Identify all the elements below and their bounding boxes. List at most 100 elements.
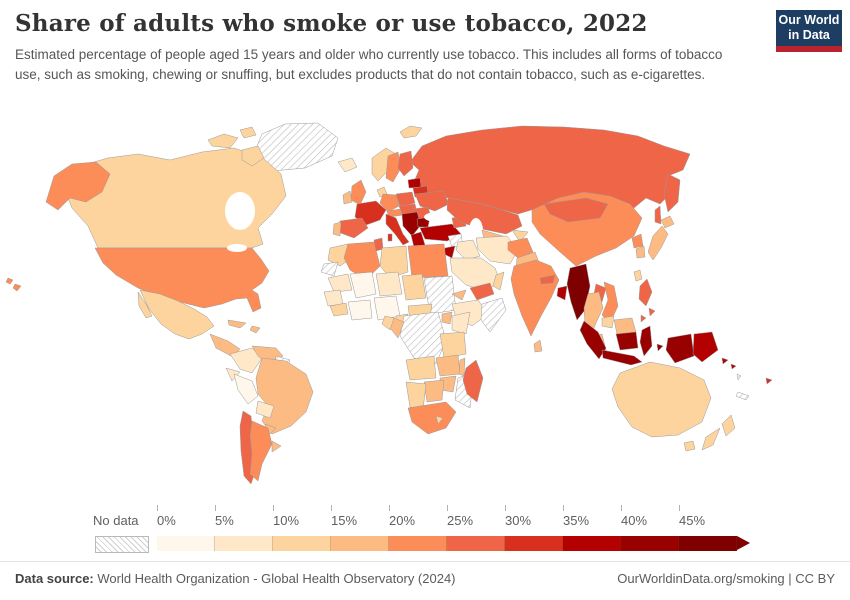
region-saudi-arabia[interactable] [449,257,501,292]
region-taiwan[interactable] [633,269,643,282]
region-canada-baffin[interactable] [241,145,265,167]
region-vanuatu[interactable] [736,373,742,381]
region-south-korea[interactable] [635,245,646,259]
region-ireland[interactable] [342,190,353,205]
legend-bin-40-45%[interactable] [621,536,679,551]
region-iceland[interactable] [337,157,358,173]
region-iran[interactable] [475,235,519,265]
region-chad[interactable] [401,273,427,301]
region-mexico[interactable] [137,289,215,340]
region-cuba[interactable] [227,319,247,329]
region-ghana-ivory-coast[interactable] [347,299,373,321]
owid-logo[interactable]: Our World in Data [776,10,842,52]
region-poland[interactable] [395,191,416,208]
region-south-africa[interactable] [407,401,457,435]
region-sweden[interactable] [385,151,402,183]
region-uruguay[interactable] [271,440,282,453]
region-argentina[interactable] [249,420,273,482]
region-botswana[interactable] [423,379,445,403]
region-western-sahara[interactable] [320,261,339,277]
legend-bin-45%+[interactable] [679,536,737,551]
region-germany[interactable] [379,193,400,213]
region-indonesia-west-papua[interactable] [665,333,695,364]
owid-link[interactable]: OurWorldinData.org/smoking | CC BY [617,571,835,586]
region-indonesia-sumatra[interactable] [579,320,607,360]
region-alaska[interactable] [45,161,111,211]
region-finland[interactable] [397,150,414,177]
legend-bin-15-20%[interactable] [331,536,389,551]
region-senegal[interactable] [323,289,344,307]
region-nepal[interactable] [539,274,556,285]
region-japan-hokkaido[interactable] [660,215,675,229]
legend-bin-5-10%[interactable] [215,536,273,551]
region-oman[interactable] [492,271,505,291]
region-libya[interactable] [379,245,409,279]
region-sakhalin[interactable] [654,205,662,225]
region-mali[interactable] [349,271,377,299]
region-myanmar[interactable] [566,263,591,321]
region-solomon-islands[interactable] [721,357,737,370]
region-canada-arctic-1[interactable] [207,133,239,149]
region-philippines[interactable] [638,278,656,323]
no-data-swatch[interactable] [95,536,149,553]
region-gabon[interactable] [381,315,395,331]
region-brazil[interactable] [255,357,314,435]
region-bolivia[interactable] [255,400,275,419]
region-eritrea[interactable] [451,289,467,301]
region-malawi[interactable] [458,357,466,377]
region-indonesia-kalimantan[interactable] [615,331,639,351]
region-fiji[interactable] [765,377,773,385]
region-north-korea[interactable] [631,233,644,249]
region-baltics[interactable] [407,177,422,189]
region-colombia[interactable] [229,347,263,374]
region-peru[interactable] [233,373,259,405]
region-usa[interactable] [94,247,270,313]
region-hispaniola[interactable] [249,325,261,334]
region-angola[interactable] [405,355,437,381]
region-kamchatka[interactable] [663,173,681,213]
region-japan-honshu[interactable] [647,225,669,261]
region-hawaii[interactable] [5,277,22,292]
region-spain[interactable] [337,217,369,239]
legend-bin-35-40%[interactable] [563,536,621,551]
region-guinea[interactable] [329,302,349,317]
region-sri-lanka[interactable] [533,339,543,353]
region-tasmania[interactable] [683,440,696,452]
region-cambodia[interactable] [601,315,615,329]
region-new-caledonia[interactable] [735,391,750,401]
region-indonesia-java[interactable] [601,349,643,366]
region-portugal[interactable] [332,221,342,237]
region-australia[interactable] [611,361,712,438]
region-dr-congo[interactable] [399,311,447,365]
region-somalia[interactable] [480,297,507,333]
region-laos[interactable] [593,283,607,303]
region-egypt[interactable] [407,243,449,279]
region-niger[interactable] [375,271,403,297]
region-mongolia[interactable] [543,197,609,223]
region-svalbard[interactable] [399,125,423,139]
region-zambia[interactable] [435,354,461,377]
region-bangladesh[interactable] [556,285,568,301]
legend-bin-0-5%[interactable] [157,536,215,551]
region-india[interactable] [510,259,560,337]
legend-bin-30-35%[interactable] [505,536,563,551]
region-madagascar[interactable] [462,359,484,403]
region-indonesia-sulawesi[interactable] [639,325,653,357]
region-ukraine[interactable] [414,190,450,212]
region-yemen[interactable] [469,282,495,301]
region-mauritania[interactable] [327,273,353,293]
region-lesotho[interactable] [435,415,444,425]
region-malaysia-borneo[interactable] [613,317,637,335]
region-papua-new-guinea[interactable] [692,331,719,363]
region-united-kingdom[interactable] [350,179,367,206]
region-kenya[interactable] [451,311,471,335]
legend-bin-20-25%[interactable] [389,536,447,551]
legend-bin-25-30%[interactable] [447,536,505,551]
region-canada-arctic-2[interactable] [239,126,257,139]
region-uganda[interactable] [441,311,453,325]
region-tanzania[interactable] [439,331,467,359]
region-new-zealand-south[interactable] [701,427,721,451]
region-balkans[interactable] [401,211,422,237]
legend-bin-10-15%[interactable] [273,536,331,551]
region-new-zealand-north[interactable] [721,414,736,437]
